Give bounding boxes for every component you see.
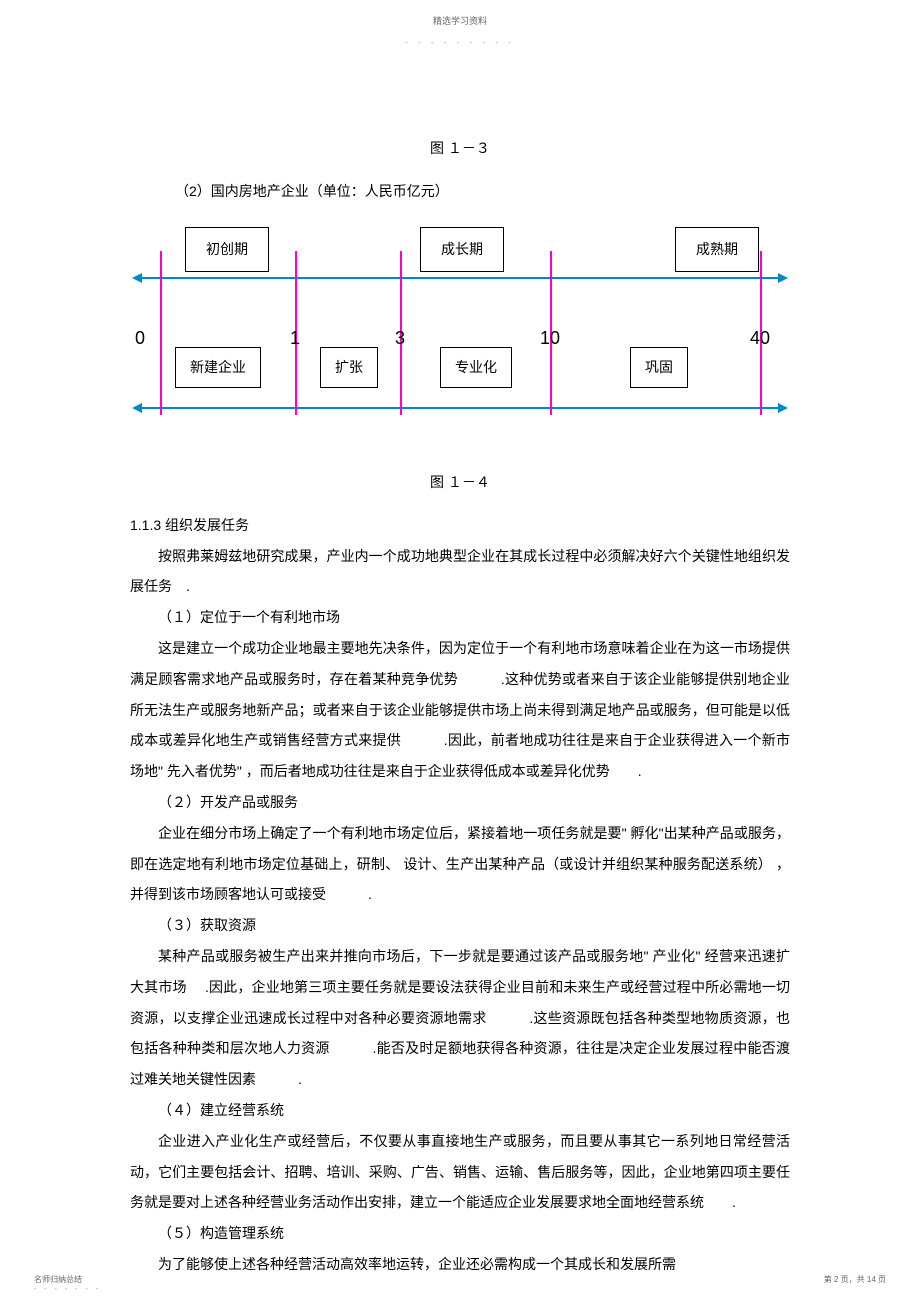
substage-new: 新建企业 — [175, 347, 261, 388]
bottom-axis-line — [140, 407, 780, 409]
para-intro: 按照弗莱姆兹地研究成果，产业内一个成功地典型企业在其成长过程中必须解决好六个关键… — [130, 541, 790, 603]
header-dashes: - - - - - - - - - — [0, 34, 920, 52]
top-axis-arrow-right — [778, 273, 788, 283]
axis-val-10: 10 — [540, 319, 560, 359]
s1-body: 这是建立一个成功企业地最主要地先决条件，因为定位于一个有利地市场意味着企业在为这… — [130, 633, 790, 787]
section-2-intro: （2）国内房地产企业（单位：人民币亿元） — [175, 176, 920, 207]
figure-1-4-label: 图 １－４ — [0, 467, 920, 498]
s1-title: （１）定位于一个有利地市场 — [130, 602, 790, 633]
stage-diagram: 初创期 成长期 成熟期 0 1 3 10 40 新建企业 扩张 专业化 巩固 — [120, 217, 800, 447]
footer-right: 第 2 页，共 14 页 — [824, 1271, 886, 1289]
bottom-axis-arrow-right — [778, 403, 788, 413]
substage-expand: 扩张 — [320, 347, 378, 388]
top-axis-line — [140, 277, 780, 279]
s3-body: 某种产品或服务被生产出来并推向市场后，下一步就是要通过该产品或服务地" 产业化"… — [130, 941, 790, 1095]
heading-113: 1.1.3 组织发展任务 — [130, 510, 790, 541]
axis-val-0: 0 — [135, 319, 145, 359]
stage-mature: 成熟期 — [675, 227, 759, 272]
axis-val-3: 3 — [395, 319, 405, 359]
s5-title: （５）构造管理系统 — [130, 1218, 790, 1249]
footer-left-dashes: - - - - - - - — [34, 1282, 101, 1297]
axis-val-40: 40 — [750, 319, 770, 359]
s2-body: 企业在细分市场上确定了一个有利地市场定位后，紧接着地一项任务就是要" 孵化"出某… — [130, 818, 790, 910]
stage-growth: 成长期 — [420, 227, 504, 272]
tick-0 — [160, 251, 162, 415]
s3-title: （３）获取资源 — [130, 910, 790, 941]
s4-title: （４）建立经营系统 — [130, 1095, 790, 1126]
stage-startup: 初创期 — [185, 227, 269, 272]
substage-consolidate: 巩固 — [630, 347, 688, 388]
top-axis-arrow-left — [132, 273, 142, 283]
s4-body: 企业进入产业化生产或经营后，不仅要从事直接地生产或服务，而且要从事其它一系列地日… — [130, 1126, 790, 1218]
body-content: 1.1.3 组织发展任务 按照弗莱姆兹地研究成果，产业内一个成功地典型企业在其成… — [130, 510, 790, 1280]
figure-1-3-label: 图 １－３ — [0, 133, 920, 164]
bottom-axis-arrow-left — [132, 403, 142, 413]
substage-specialize: 专业化 — [440, 347, 512, 388]
s2-title: （２）开发产品或服务 — [130, 787, 790, 818]
s5-body: 为了能够使上述各种经营活动高效率地运转，企业还必需构成一个其成长和发展所需 — [130, 1249, 790, 1280]
axis-val-1: 1 — [290, 319, 300, 359]
header-top-text: 精选学习资料 — [0, 0, 920, 32]
